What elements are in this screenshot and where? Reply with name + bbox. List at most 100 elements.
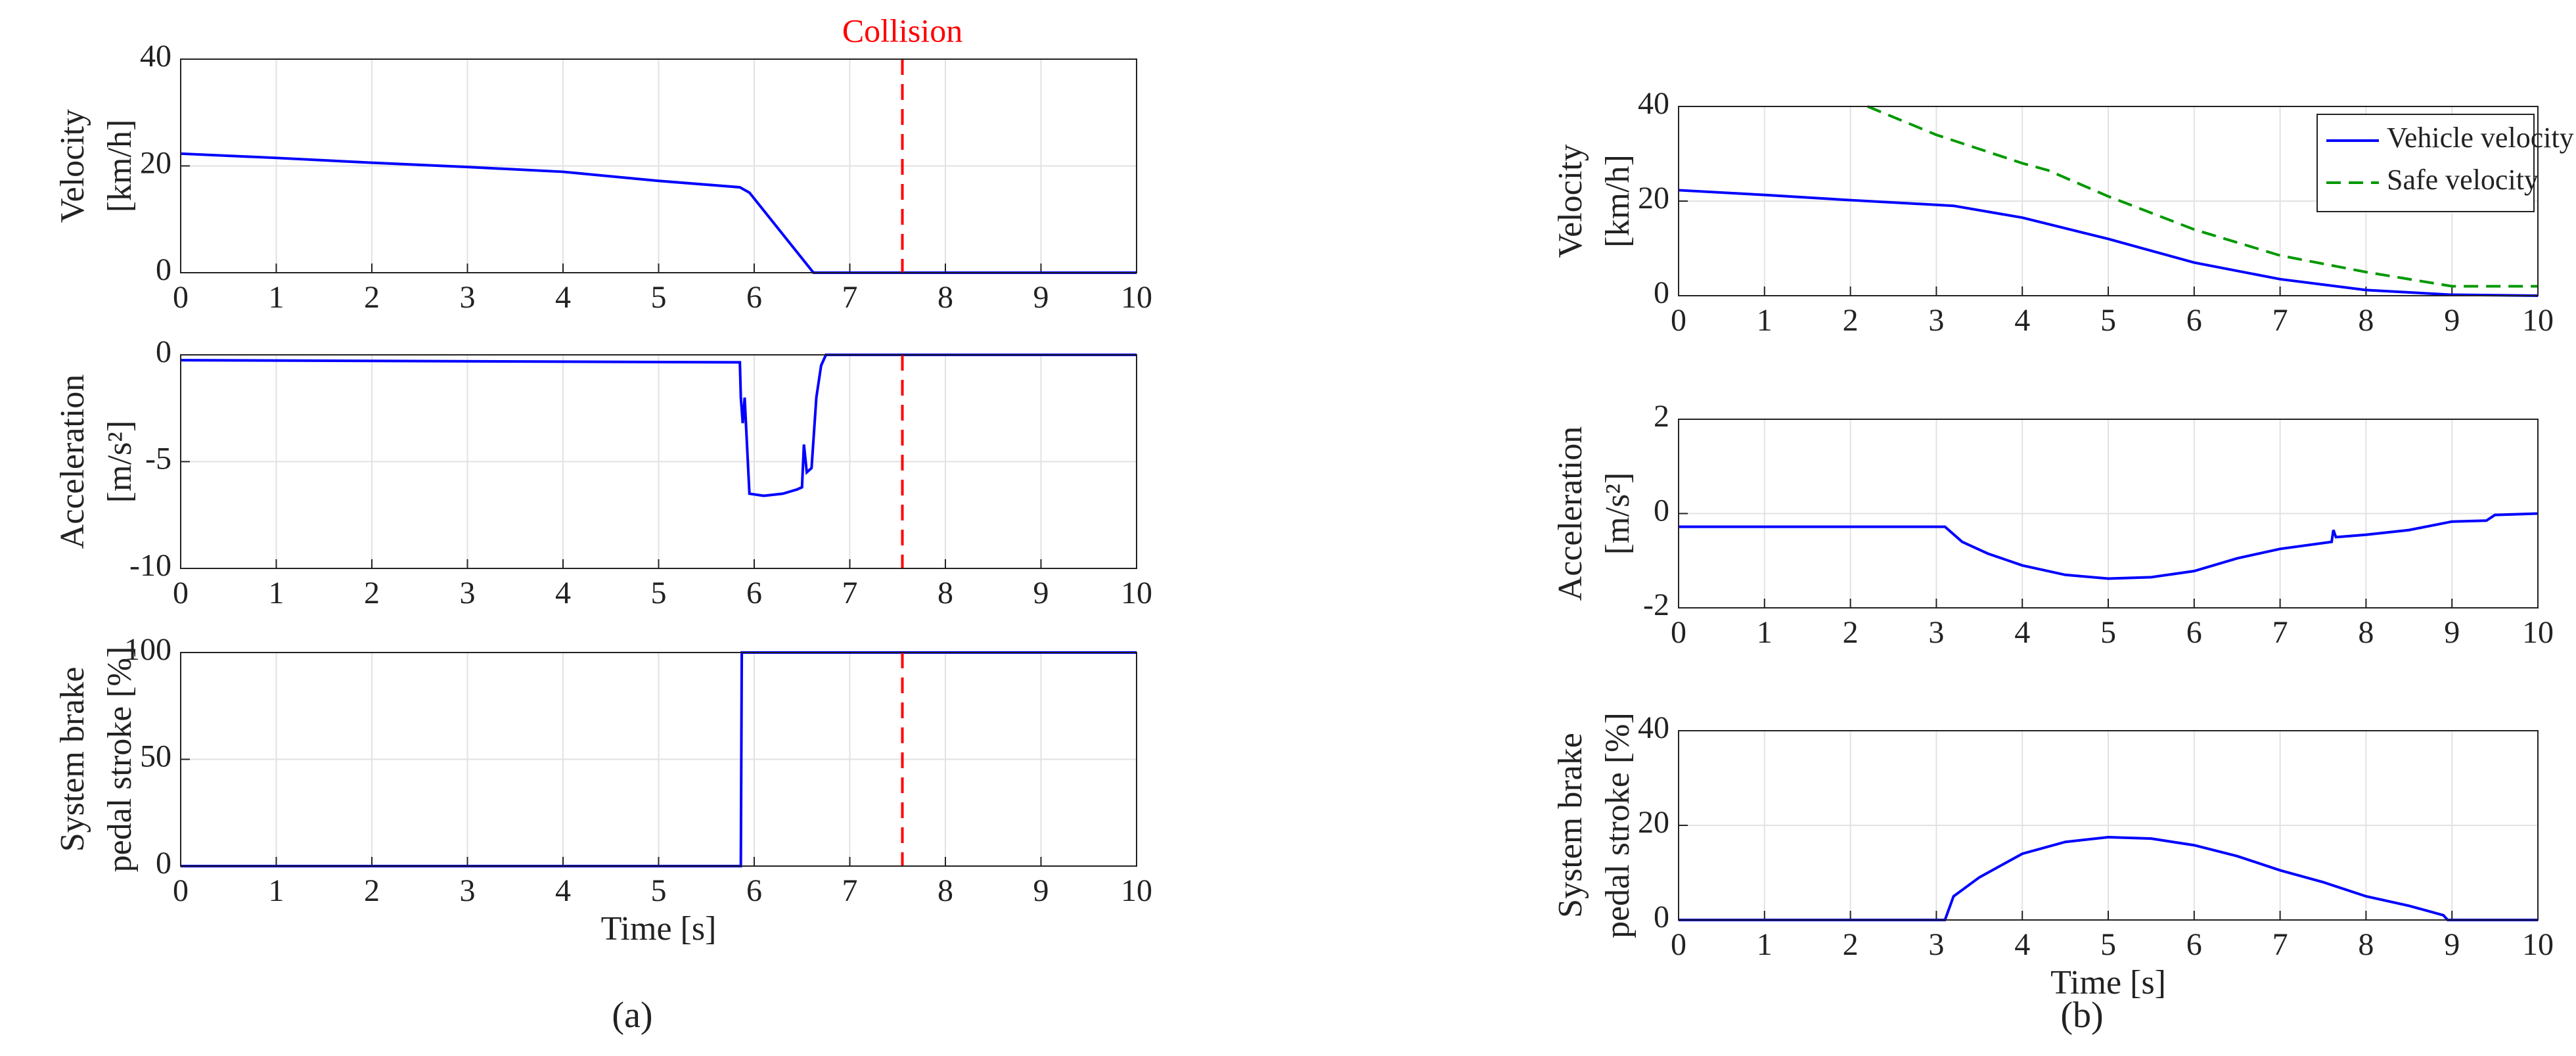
x-tick-label: 1 (1757, 927, 1773, 962)
x-tick-label: 8 (938, 280, 953, 315)
x-tick-label: 6 (746, 280, 762, 315)
y-tick-label: 40 (1638, 710, 1669, 745)
legend-label: Safe velocity (2387, 164, 2539, 196)
y-tick-label: 20 (1638, 805, 1669, 840)
data-line (1678, 189, 2539, 297)
x-tick-label: 10 (1121, 280, 1152, 315)
x-tick-label: 6 (2186, 303, 2202, 338)
y-axis-label: Velocity (1552, 144, 1589, 258)
y-tick-label: 0 (156, 252, 171, 287)
x-tick-label: 3 (460, 280, 476, 315)
y-axis-label: System brake (54, 667, 91, 852)
x-tick-label: 6 (2186, 927, 2202, 962)
x-tick-label: 8 (2358, 303, 2374, 338)
x-tick-label: 9 (1033, 280, 1049, 315)
y-axis-label: [m/s²] (1599, 472, 1637, 555)
x-tick-label: 4 (555, 280, 571, 315)
x-tick-label: 7 (842, 280, 858, 315)
x-tick-label: 9 (1033, 873, 1049, 908)
x-tick-label: 2 (364, 873, 380, 908)
y-axis-label: pedal stroke [%] (101, 647, 139, 873)
x-tick-label: 5 (651, 873, 667, 908)
x-tick-label: 10 (2522, 303, 2554, 338)
x-tick-label: 2 (364, 280, 380, 315)
y-tick-label: -10 (129, 548, 171, 583)
x-tick-label: 4 (555, 873, 571, 908)
x-tick-label: 10 (1121, 873, 1152, 908)
x-tick-label: 6 (746, 576, 762, 610)
x-tick-label: 2 (1843, 927, 1859, 962)
x-tick-label: 9 (1033, 576, 1049, 610)
x-axis-label: Time [s] (2050, 964, 2166, 1001)
data-line (1866, 105, 2538, 288)
x-tick-label: 7 (842, 873, 858, 908)
y-tick-label: 0 (1654, 900, 1669, 934)
x-tick-label: 1 (1757, 615, 1773, 650)
y-tick-label: 0 (1654, 275, 1669, 310)
y-axis-label: System brake (1552, 733, 1589, 918)
x-tick-label: 8 (2358, 927, 2374, 962)
x-tick-label: 8 (938, 576, 953, 610)
x-tick-label: 2 (364, 576, 380, 610)
x-tick-label: 7 (2272, 303, 2288, 338)
x-tick-label: 1 (1757, 303, 1773, 338)
x-tick-label: 6 (746, 873, 762, 908)
x-tick-label: 7 (2272, 615, 2288, 650)
y-tick-label: 0 (156, 846, 171, 881)
legend-box (2316, 114, 2535, 212)
data-line (180, 354, 1137, 497)
axes-frame (1678, 419, 2539, 608)
x-tick-label: 3 (1928, 615, 1944, 650)
caption: (b) (2060, 995, 2103, 1036)
axes-frame (180, 652, 1137, 867)
y-tick-label: 40 (140, 39, 171, 74)
x-tick-label: 5 (651, 576, 667, 610)
data-line (1679, 512, 2539, 580)
data-line (1679, 835, 2538, 921)
axes-frame (180, 354, 1137, 569)
x-tick-label: 5 (651, 280, 667, 315)
x-tick-label: 4 (2014, 927, 2030, 962)
x-tick-label: 2 (1843, 303, 1859, 338)
x-tick-label: 9 (2444, 927, 2460, 962)
x-tick-label: 10 (2522, 615, 2554, 650)
x-tick-label: 3 (460, 576, 476, 610)
y-tick-label: 20 (140, 146, 171, 181)
x-tick-label: 2 (1843, 615, 1859, 650)
y-tick-label: 20 (1638, 181, 1669, 216)
y-tick-label: 40 (1638, 86, 1669, 121)
x-tick-label: 4 (2014, 303, 2030, 338)
x-tick-label: 5 (2100, 303, 2116, 338)
x-tick-label: 8 (938, 873, 953, 908)
y-tick-label: 50 (140, 739, 171, 774)
x-tick-label: 4 (555, 576, 571, 610)
axes-frame (180, 58, 1137, 273)
x-tick-label: 1 (269, 576, 284, 610)
x-tick-label: 9 (2444, 615, 2460, 650)
y-axis-label: Acceleration (1552, 426, 1589, 601)
x-tick-label: 0 (173, 873, 189, 908)
x-tick-label: 10 (1121, 576, 1152, 610)
caption: (a) (612, 995, 652, 1036)
x-tick-label: 0 (1671, 303, 1686, 338)
y-tick-label: -5 (145, 442, 171, 476)
y-tick-label: 0 (1654, 494, 1669, 528)
x-tick-label: 1 (269, 280, 284, 315)
annotation: Collision (842, 12, 962, 49)
y-tick-label: 0 (156, 334, 171, 369)
x-tick-label: 10 (2522, 927, 2554, 962)
x-tick-label: 8 (2358, 615, 2374, 650)
x-tick-label: 0 (1671, 615, 1686, 650)
axes-frame (1678, 730, 2539, 921)
legend-label: Vehicle velocity (2387, 122, 2574, 154)
y-axis-label: [km/h] (1599, 154, 1637, 248)
x-tick-label: 0 (173, 280, 189, 315)
x-tick-label: 3 (460, 873, 476, 908)
y-axis-label: pedal stroke [%] (1599, 712, 1637, 938)
x-axis-label: Time [s] (601, 910, 717, 948)
axes-frame (1678, 106, 2539, 296)
y-axis-label: Acceleration (54, 375, 91, 549)
y-tick-label: 100 (124, 632, 171, 667)
y-axis-label: Velocity (54, 109, 91, 223)
